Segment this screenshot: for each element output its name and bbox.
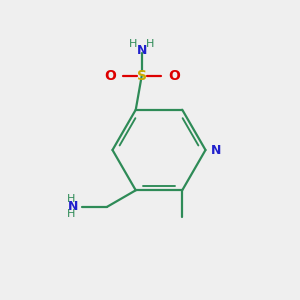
Text: N: N (136, 44, 147, 57)
Text: N: N (211, 143, 221, 157)
Text: H: H (67, 194, 75, 204)
Text: O: O (104, 69, 116, 83)
Text: N: N (68, 200, 79, 213)
Text: H: H (67, 209, 75, 219)
Text: H: H (129, 39, 137, 49)
Text: S: S (137, 69, 147, 83)
Text: O: O (168, 69, 180, 83)
Text: H: H (146, 39, 154, 49)
